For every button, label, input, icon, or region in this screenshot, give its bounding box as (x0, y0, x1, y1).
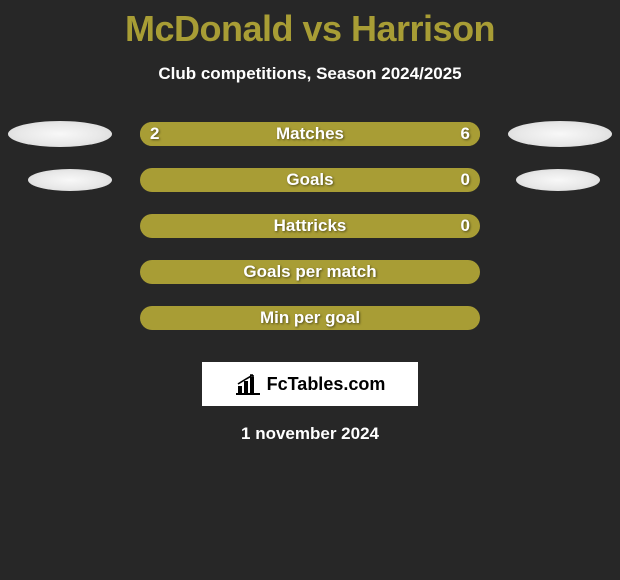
bar-fill (140, 306, 480, 330)
bar-fill (140, 214, 480, 238)
player-shadow-left (8, 121, 112, 147)
page-title: McDonald vs Harrison (0, 0, 620, 50)
bar-fill-right (215, 122, 480, 146)
player-shadow-right (516, 169, 600, 191)
stat-row: Min per goal (0, 306, 620, 352)
stat-value-right: 0 (461, 216, 470, 236)
stat-bar: Min per goal (140, 306, 480, 330)
subtitle: Club competitions, Season 2024/2025 (0, 64, 620, 84)
date-label: 1 november 2024 (0, 424, 620, 444)
stat-bar: Goals per match (140, 260, 480, 284)
stat-row: Goals0 (0, 168, 620, 214)
player-shadow-right (508, 121, 612, 147)
stat-value-right: 6 (461, 124, 470, 144)
stat-row: Goals per match (0, 260, 620, 306)
stat-row: Hattricks0 (0, 214, 620, 260)
bar-fill (140, 260, 480, 284)
stat-row: Matches26 (0, 122, 620, 168)
branding-text: FcTables.com (267, 374, 386, 395)
stat-bar: Goals0 (140, 168, 480, 192)
stat-value-left: 2 (150, 124, 159, 144)
branding-badge: FcTables.com (202, 362, 418, 406)
comparison-chart: Matches26Goals0Hattricks0Goals per match… (0, 122, 620, 352)
bar-chart-icon (235, 373, 261, 395)
stat-bar: Matches26 (140, 122, 480, 146)
player-shadow-left (28, 169, 112, 191)
bar-fill (140, 168, 480, 192)
stat-bar: Hattricks0 (140, 214, 480, 238)
stat-value-right: 0 (461, 170, 470, 190)
